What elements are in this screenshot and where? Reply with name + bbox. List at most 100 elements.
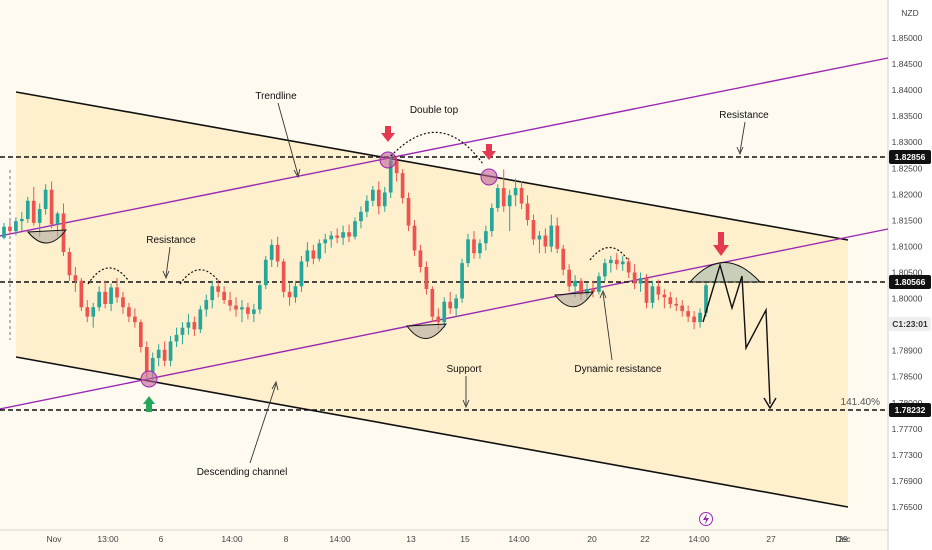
candle-down — [686, 305, 690, 323]
price-tick-label: 1.84000 — [892, 85, 923, 95]
price-tick-label: 1.81000 — [892, 241, 923, 251]
candle-up — [329, 231, 334, 248]
candle-up — [198, 305, 203, 334]
candle-body — [454, 298, 458, 309]
sell-arrow-icon-3 — [713, 232, 729, 256]
candle-body — [138, 322, 143, 347]
candle-body — [216, 286, 221, 292]
candle-body — [269, 244, 274, 260]
time-tick-label: 14:00 — [508, 534, 530, 544]
candle-down — [275, 236, 280, 267]
resistance-top-pointer — [739, 121, 746, 153]
candle-body — [585, 289, 589, 295]
candle-up — [257, 280, 262, 314]
price-tag-label: C1:23:01 — [892, 319, 928, 329]
candle-down — [234, 297, 238, 317]
candle-body — [466, 239, 470, 264]
support-pointer-head — [462, 399, 470, 409]
price-tag-box — [889, 317, 931, 331]
candle-body — [382, 192, 387, 207]
candle-body — [692, 316, 696, 323]
candle-down — [424, 261, 429, 295]
candle-up — [210, 280, 215, 309]
candle-body — [371, 189, 375, 201]
candle-down — [418, 244, 423, 273]
candle-body — [73, 275, 78, 281]
projected-path — [702, 262, 771, 405]
candle-up — [20, 211, 24, 232]
resistance-left-pointer-head — [162, 270, 170, 280]
candle-body — [686, 311, 690, 317]
candle-body — [418, 250, 423, 267]
price-tick-label: 1.81500 — [892, 215, 923, 225]
candle-down — [674, 297, 679, 312]
candle-body — [275, 244, 280, 262]
candle-body — [14, 221, 18, 232]
candle-body — [210, 286, 215, 301]
bounce-shape-right — [554, 291, 594, 308]
candle-body — [573, 280, 577, 287]
candle-body — [222, 291, 226, 301]
candle-down — [614, 253, 619, 270]
lightning-icon[interactable] — [699, 512, 713, 526]
candle-body — [555, 225, 560, 249]
candle-body — [85, 307, 90, 317]
candle-body — [460, 263, 464, 299]
candle-body — [638, 278, 643, 284]
candles-group — [2, 153, 708, 381]
rising-trendline-upper — [0, 57, 889, 237]
candle-body — [25, 200, 30, 219]
candle-body — [8, 226, 12, 232]
candle-body — [472, 239, 476, 254]
candle-down — [216, 279, 221, 298]
candle-body — [174, 334, 179, 342]
time-tick-label: 15 — [460, 534, 470, 544]
candle-down — [287, 283, 292, 306]
candle-body — [668, 297, 673, 304]
time-tick-label: 14:00 — [329, 534, 351, 544]
candle-down — [8, 221, 12, 234]
candle-up — [168, 335, 173, 367]
candle-body — [478, 243, 482, 254]
fib-label: 141.40% — [841, 397, 881, 408]
candle-body — [150, 358, 155, 372]
dotted-arcs — [87, 131, 629, 285]
price-tick-label: 1.80000 — [892, 294, 923, 304]
candle-up — [156, 344, 161, 367]
candle-down — [561, 244, 566, 276]
candle-up — [698, 308, 702, 328]
candle-up — [305, 242, 310, 267]
time-axis-ticks: Nov 13:00 6 14:00 8 14:00 13 15 14:00 20 22 14:00 27… — [46, 534, 851, 544]
candle-up — [359, 206, 363, 229]
candle-body — [394, 160, 399, 174]
candle-down — [555, 217, 560, 254]
candle-body — [115, 287, 119, 298]
price-tick-label: 1.77700 — [892, 424, 923, 434]
candle-body — [531, 220, 536, 240]
candle-down — [311, 244, 316, 265]
price-tick-label: 1.76900 — [892, 476, 923, 486]
candle-down — [73, 266, 78, 292]
candle-up — [97, 286, 102, 312]
candle-body — [20, 218, 24, 222]
candle-up — [25, 196, 30, 223]
candle-body — [97, 291, 102, 308]
candle-body — [353, 221, 357, 237]
candle-up — [240, 300, 244, 323]
candle-body — [144, 346, 149, 372]
resistance-left-pointer — [165, 246, 171, 277]
candle-body — [299, 261, 304, 287]
resistance-left-label: Resistance — [146, 235, 196, 246]
currency-label: NZD — [901, 8, 918, 18]
candle-down — [222, 286, 226, 304]
candle-up — [454, 294, 458, 317]
candle-body — [79, 280, 84, 308]
candle-up — [638, 272, 643, 292]
price-tick-label: 1.78500 — [892, 372, 923, 382]
candle-up — [299, 255, 304, 292]
candle-body — [365, 200, 369, 212]
candle-body — [501, 188, 506, 207]
candle-body — [109, 287, 113, 304]
candle-body — [495, 188, 500, 208]
